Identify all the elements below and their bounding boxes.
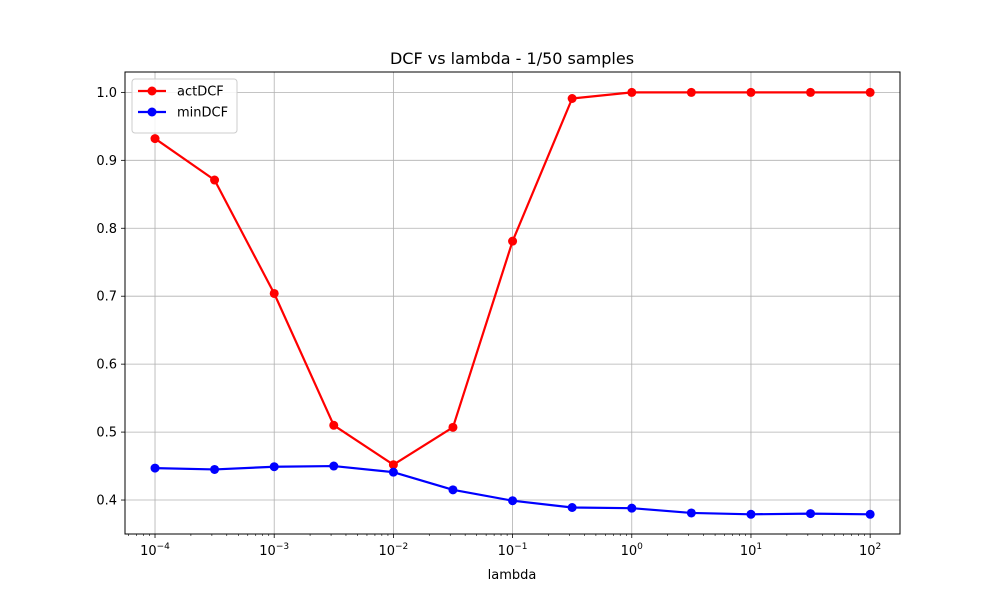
x-tick-label: 102 <box>859 542 881 559</box>
mindcf-point <box>746 509 756 519</box>
actdcf-point <box>865 87 875 97</box>
mindcf-point <box>686 508 696 518</box>
mindcf-point <box>806 509 816 519</box>
mindcf-point <box>150 463 160 473</box>
actdcf-point <box>269 288 279 298</box>
x-tick-label: 100 <box>621 542 644 559</box>
y-tick-label: 0.4 <box>96 494 117 509</box>
legend: actDCF minDCF <box>131 78 238 134</box>
actdcf-point <box>448 422 458 432</box>
legend-actdcf-label: actDCF <box>177 85 224 100</box>
x-tick-label: 10−3 <box>259 542 289 559</box>
y-tick-label: 1.0 <box>96 86 117 101</box>
actdcf-point <box>567 93 577 103</box>
x-tick-label: 10−2 <box>378 542 408 559</box>
y-tick-label: 0.5 <box>96 426 117 441</box>
mindcf-point <box>388 467 398 477</box>
x-axis: 10−4 10−3 10−2 10−1 100 101 102 <box>128 534 881 559</box>
legend-mindcf-label: minDCF <box>177 106 228 121</box>
y-tick-label: 0.6 <box>96 358 117 373</box>
actdcf-point <box>627 87 637 97</box>
grid-lines <box>125 72 900 534</box>
mindcf-point <box>567 503 577 513</box>
x-tick-label: 10−1 <box>498 542 528 559</box>
actdcf-point <box>210 175 220 185</box>
actdcf-point <box>150 134 160 144</box>
actdcf-point <box>806 87 816 97</box>
y-tick-label: 0.9 <box>96 154 117 169</box>
y-tick-label: 0.8 <box>96 222 117 237</box>
x-tick-label: 101 <box>740 542 762 559</box>
y-axis: 0.4 0.5 0.6 0.7 0.8 0.9 1.0 <box>96 86 125 509</box>
actdcf-point <box>508 236 518 246</box>
x-tick-label: 10−4 <box>140 542 170 559</box>
actdcf-point <box>746 87 756 97</box>
mindcf-point <box>508 496 518 506</box>
legend-actdcf-marker <box>147 86 157 96</box>
x-axis-label: lambda <box>488 568 537 583</box>
mindcf-point <box>627 503 637 513</box>
chart-title: DCF vs lambda - 1/50 samples <box>390 49 634 68</box>
mindcf-point <box>269 462 279 472</box>
legend-mindcf-marker <box>147 107 157 117</box>
mindcf-point <box>865 509 875 519</box>
legend-box <box>131 78 238 134</box>
mindcf-point <box>210 464 220 474</box>
actdcf-point <box>329 420 339 430</box>
y-tick-label: 0.7 <box>96 290 117 305</box>
actdcf-point <box>686 87 696 97</box>
mindcf-point <box>329 461 339 471</box>
series-group <box>150 87 875 519</box>
mindcf-point <box>448 485 458 495</box>
actdcf-point <box>388 460 398 470</box>
